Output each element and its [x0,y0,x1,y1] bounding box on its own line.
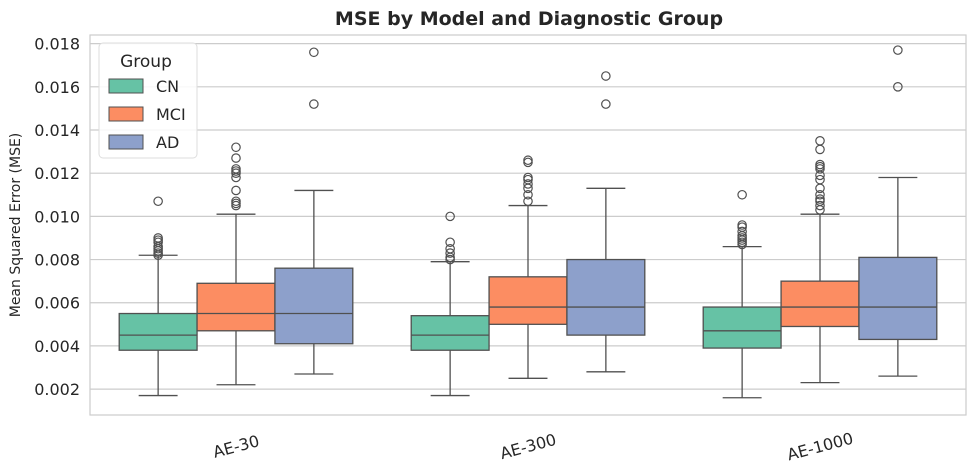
legend-box [98,42,198,159]
legend-label-ad: AD [156,133,179,152]
y-tick-label: 0.002 [34,380,80,399]
outlier-point [815,174,825,185]
plot-frame [89,34,967,416]
iqr-box [410,315,490,351]
iqr-box [702,306,782,349]
outlier-point [445,211,455,222]
outlier-point [893,82,903,92]
outlier-point [231,142,241,153]
outlier-point [153,196,163,207]
legend-swatch-cn [108,78,144,94]
box-ad-ae-1000 [858,45,938,377]
legend-title: Group [120,52,172,72]
iqr-box [196,282,276,332]
outlier-point [153,233,163,243]
outlier-point [815,135,825,146]
outlier-point [445,237,455,248]
box-mci-ae-30 [196,142,276,386]
outlier-point [815,194,825,204]
box-ad-ae-30 [274,47,354,375]
outlier-point [737,226,747,237]
y-tick-label: 0.018 [34,35,80,54]
legend-label-cn: CN [156,77,179,96]
outlier-point [737,220,747,230]
box-mci-ae-300 [488,155,568,379]
iqr-box [274,267,354,345]
outlier-point [309,99,319,109]
outlier-point [523,189,533,200]
outlier-point [445,243,455,254]
iqr-box [566,258,646,336]
outlier-point [523,179,533,189]
box-cn-ae-30 [118,196,198,397]
legend: Group CN MCI AD [98,42,198,159]
iqr-box [118,312,198,351]
y-tick-label: 0.016 [34,78,80,97]
outlier-point [815,200,825,211]
legend-label-mci: MCI [156,105,186,124]
outlier-point [601,71,611,81]
box-mci-ae-1000 [780,135,860,384]
y-tick-label: 0.012 [34,164,80,183]
outlier-point [523,196,533,207]
y-axis-label: Mean Squared Error (MSE) [8,133,24,318]
y-axis-ticks: 0.002 0.004 0.006 0.008 0.010 0.012 0.014 0.016… [34,35,80,399]
outlier-point [231,164,241,174]
box-plots [118,45,938,399]
outlier-point [523,172,533,183]
iqr-box [488,276,568,325]
iqr-box [780,280,860,328]
outlier-point [601,99,611,109]
outlier-point [231,196,241,207]
iqr-box [858,256,938,341]
outlier-point [893,45,903,55]
chart-title: MSE by Model and Diagnostic Group [335,8,723,30]
y-tick-label: 0.008 [34,251,80,270]
outlier-point [231,153,241,163]
outlier-point [231,185,241,196]
box-cn-ae-300 [410,211,490,397]
box-ad-ae-300 [566,71,646,373]
outlier-point [523,155,533,166]
legend-swatch-mci [108,106,144,122]
outlier-point [445,248,455,258]
outlier-point [815,189,825,200]
outlier-point [737,189,747,200]
y-tick-label: 0.010 [34,207,80,226]
y-tick-label: 0.004 [34,337,80,356]
legend-swatch-ad [108,134,144,150]
box-cn-ae-1000 [702,189,782,399]
outlier-point [815,159,825,170]
outlier-point [309,47,319,58]
y-tick-label: 0.014 [34,121,80,140]
y-tick-label: 0.006 [34,294,80,313]
